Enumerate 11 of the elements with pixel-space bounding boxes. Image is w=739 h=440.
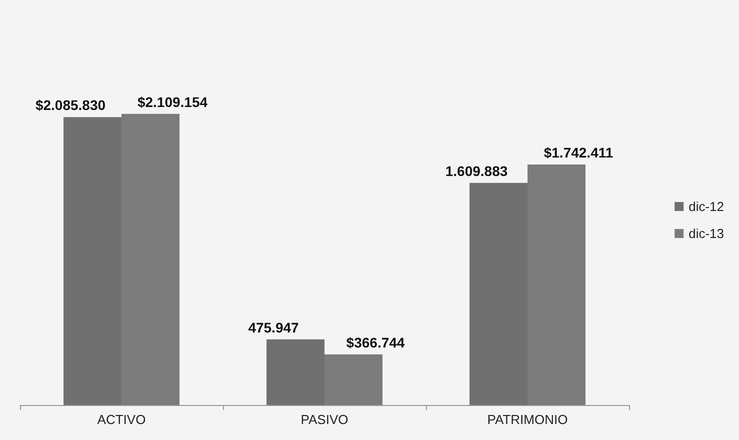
data-label: $2.109.154 bbox=[137, 94, 208, 110]
legend-label: dic-12 bbox=[688, 199, 724, 214]
x-tick-label: PASIVO bbox=[300, 412, 348, 427]
legend-label: dic-13 bbox=[688, 226, 724, 241]
data-label: 1.609.883 bbox=[445, 162, 508, 179]
x-tick-label: ACTIVO bbox=[97, 412, 146, 427]
data-label: $366.744 bbox=[346, 334, 405, 350]
data-label: $1.742.411 bbox=[544, 144, 614, 161]
data-label: 475.947 bbox=[248, 319, 300, 336]
data-label: $2.085.830 bbox=[35, 97, 106, 114]
x-tick-label: PATRIMONIO bbox=[487, 412, 568, 427]
